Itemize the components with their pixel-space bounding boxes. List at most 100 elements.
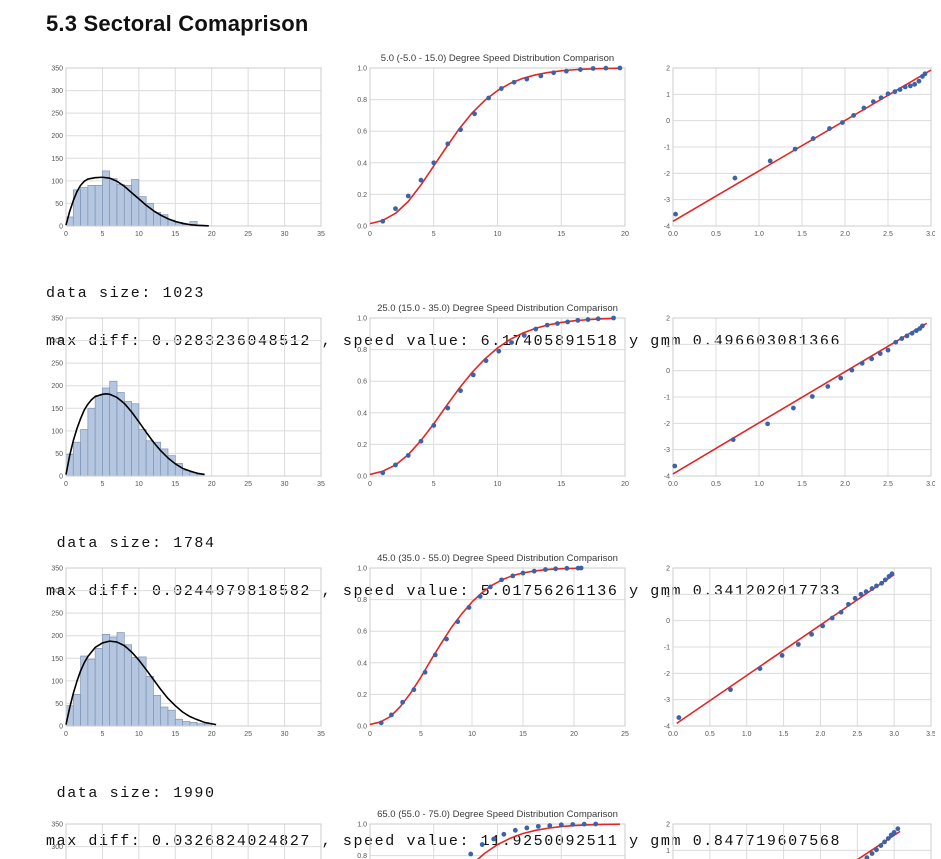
data-size-line: data size: 1990 [46,785,216,802]
svg-text:30: 30 [281,481,289,488]
svg-text:1.0: 1.0 [357,822,367,829]
stats-text-row1: data size: 1023 max diff: 0.028323604851… [46,254,841,382]
svg-text:1.0: 1.0 [754,231,764,238]
svg-text:1.0: 1.0 [754,481,764,488]
svg-text:0: 0 [666,118,670,125]
svg-text:5: 5 [100,231,104,238]
svg-text:10: 10 [135,731,143,738]
svg-text:0: 0 [59,724,63,731]
svg-text:1.5: 1.5 [797,231,807,238]
svg-text:-4: -4 [664,224,670,231]
svg-text:200: 200 [51,133,63,140]
svg-text:2.5: 2.5 [883,481,893,488]
svg-text:20: 20 [208,231,216,238]
svg-text:300: 300 [51,88,63,95]
svg-text:-4: -4 [664,724,670,731]
svg-text:300: 300 [51,588,63,595]
svg-text:3.0: 3.0 [926,231,935,238]
svg-text:25.0 (15.0 - 35.0) Degree Spee: 25.0 (15.0 - 35.0) Degree Speed Distribu… [377,303,618,314]
svg-text:1: 1 [666,92,670,99]
svg-text:-2: -2 [664,171,670,178]
svg-text:10: 10 [494,481,502,488]
svg-text:300: 300 [51,338,63,345]
svg-text:0.6: 0.6 [357,129,367,136]
svg-text:0: 0 [666,368,670,375]
svg-text:25: 25 [244,481,252,488]
svg-text:0.2: 0.2 [357,692,367,699]
svg-text:2.0: 2.0 [840,481,850,488]
svg-text:0: 0 [666,618,670,625]
svg-text:35: 35 [317,731,325,738]
max-diff-line: max diff: 0.0244979818582 , speed value:… [46,583,842,600]
svg-text:0.5: 0.5 [705,731,715,738]
cdf-chart-row3: 0 5 10 15 20 25 0.0 0.2 0.4 0.6 0.8 1.0 45.0 (35.0 -… [357,553,629,738]
svg-text:350: 350 [51,66,63,73]
svg-text:15: 15 [171,231,179,238]
svg-text:20: 20 [621,231,629,238]
figure-row-2: 0 5 10 15 20 25 30 35 0 50 100 150 200 250 300 350 0 5 10… [0,302,941,502]
svg-text:0: 0 [64,731,68,738]
svg-text:5.0 (-5.0 - 15.0) Degree Speed: 5.0 (-5.0 - 15.0) Degree Speed Distribut… [381,53,614,64]
svg-text:1.5: 1.5 [797,481,807,488]
svg-text:0.8: 0.8 [357,853,367,859]
svg-text:-2: -2 [664,671,670,678]
svg-text:2.0: 2.0 [816,731,826,738]
stats-text-row3: data size: 1990 max diff: 0.032682402482… [46,754,841,859]
svg-text:0: 0 [59,224,63,231]
svg-text:0: 0 [368,231,372,238]
svg-text:10: 10 [468,731,476,738]
svg-text:250: 250 [51,111,63,118]
svg-text:35: 35 [317,231,325,238]
svg-text:5: 5 [432,231,436,238]
svg-text:15: 15 [171,481,179,488]
svg-text:2.5: 2.5 [852,731,862,738]
svg-text:1: 1 [666,342,670,349]
svg-text:-1: -1 [664,645,670,652]
svg-text:1: 1 [666,592,670,599]
svg-text:20: 20 [208,731,216,738]
svg-text:0.0: 0.0 [668,231,678,238]
svg-text:5: 5 [100,731,104,738]
max-diff-line: max diff: 0.0326824024827 , speed value:… [46,833,842,850]
svg-text:-4: -4 [664,474,670,481]
svg-text:25: 25 [244,231,252,238]
data-size-line: data size: 1023 [46,285,206,302]
svg-text:1.0: 1.0 [357,66,367,73]
svg-text:5: 5 [100,481,104,488]
svg-text:0.0: 0.0 [668,481,678,488]
svg-text:0.4: 0.4 [357,660,367,667]
svg-text:0.4: 0.4 [357,160,367,167]
svg-text:100: 100 [51,678,63,685]
svg-text:0: 0 [64,481,68,488]
svg-text:25: 25 [244,731,252,738]
svg-text:-3: -3 [664,447,670,454]
svg-text:30: 30 [281,731,289,738]
svg-text:0.5: 0.5 [711,231,721,238]
cdf-chart-row2: 0 5 10 15 20 0.0 0.2 0.4 0.6 0.8 1.0 25.0 (15.0 - 3… [357,303,629,488]
svg-text:20: 20 [621,481,629,488]
svg-text:30: 30 [281,231,289,238]
svg-text:0.0: 0.0 [357,474,367,481]
svg-text:0.6: 0.6 [357,379,367,386]
svg-text:0.6: 0.6 [357,629,367,636]
svg-text:0: 0 [59,474,63,481]
svg-text:0: 0 [368,731,372,738]
figure-row-1: 0 5 10 15 20 25 30 35 0 50 100 150 200 250 300 350 0 5 10… [0,52,941,252]
svg-text:-2: -2 [664,421,670,428]
svg-text:0.0: 0.0 [357,224,367,231]
svg-text:-1: -1 [664,145,670,152]
svg-text:0.8: 0.8 [357,347,367,354]
svg-text:15: 15 [519,731,527,738]
svg-text:50: 50 [55,701,63,708]
svg-text:350: 350 [51,316,63,323]
svg-text:10: 10 [135,231,143,238]
svg-text:0: 0 [64,231,68,238]
svg-text:3.5: 3.5 [926,731,935,738]
figure-row-3: 0 5 10 15 20 25 30 35 0 50 100 150 200 250 300 350 0 5 10… [0,552,941,752]
svg-text:0.2: 0.2 [357,442,367,449]
